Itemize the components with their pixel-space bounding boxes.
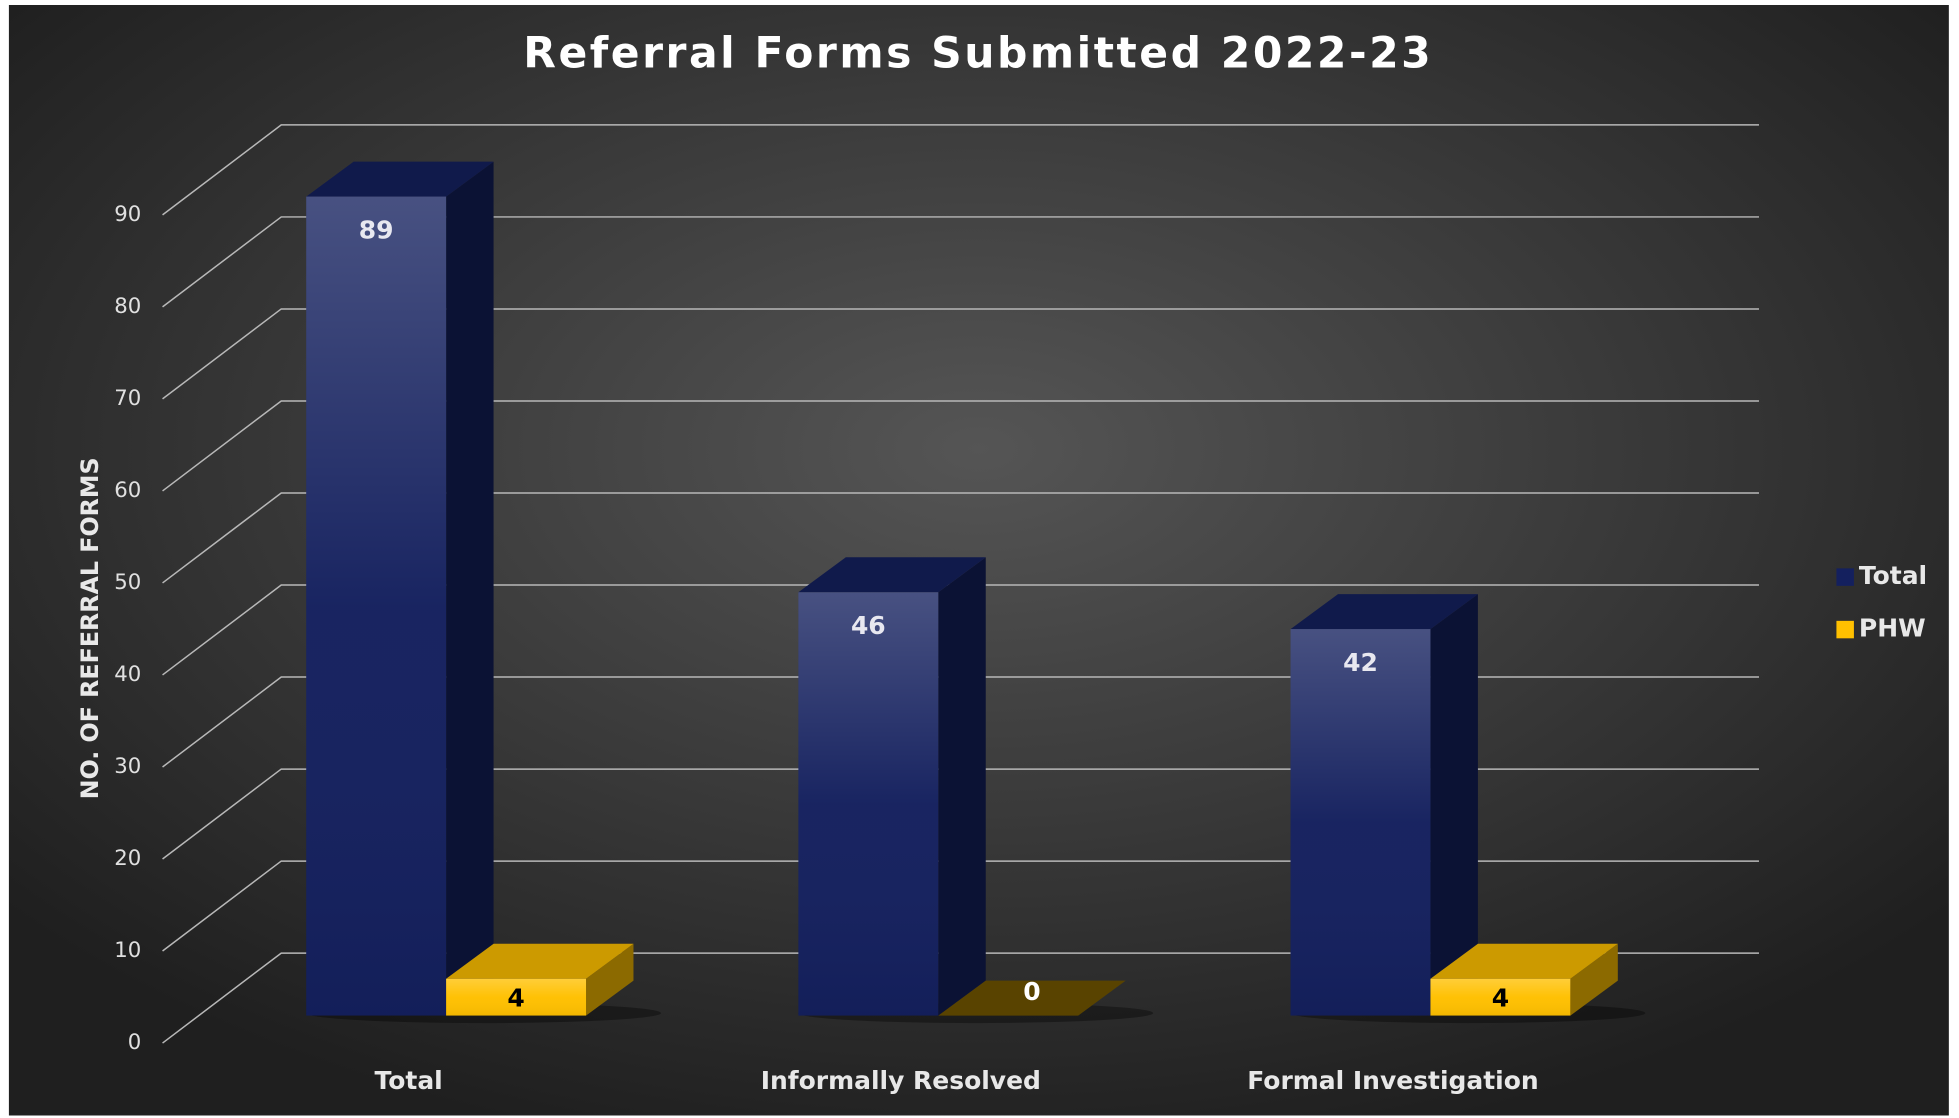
value-label: 42: [1343, 648, 1378, 677]
grid-line: [162, 216, 1759, 308]
legend-swatch: [1836, 620, 1854, 639]
y-tick-label: 80: [114, 294, 141, 319]
value-label: 4: [507, 984, 524, 1013]
x-tick-label: Informally Resolved: [761, 1066, 1041, 1095]
chart-title: Referral Forms Submitted 2022-23: [523, 30, 1433, 79]
bar-top: [306, 161, 494, 197]
legend-swatch: [1836, 568, 1854, 586]
grid-line: [162, 492, 1759, 584]
grid-line: [162, 768, 1759, 860]
y-tick-label: 0: [128, 1030, 142, 1055]
legend-label: PHW: [1859, 614, 1926, 643]
value-label: 46: [851, 611, 886, 640]
bar-top: [938, 980, 1126, 1016]
bar-shading: [1430, 978, 1571, 1016]
y-tick-label: 30: [114, 754, 141, 779]
grid-line: [162, 860, 1759, 952]
bar-side: [1570, 943, 1618, 1016]
x-tick-label: Total: [375, 1066, 443, 1095]
bar-top: [1430, 943, 1618, 979]
grid-line: [162, 124, 1759, 216]
y-tick-label: 10: [114, 938, 141, 963]
y-tick-label: 20: [114, 846, 141, 871]
y-tick-label: 70: [114, 386, 141, 411]
bar-side: [1430, 594, 1478, 1016]
value-label: 4: [1492, 984, 1509, 1013]
x-tick-label: Formal Investigation: [1247, 1066, 1538, 1095]
y-axis-title: NO. OF REFERRAL FORMS: [76, 457, 104, 799]
grid-line: [162, 676, 1759, 768]
bar-top: [798, 557, 986, 593]
grid-line: [162, 584, 1759, 676]
bar-shading: [446, 978, 587, 1016]
bar-side: [938, 557, 986, 1016]
bar-side: [586, 943, 634, 1016]
y-tick-label: 60: [114, 478, 141, 503]
bar-top: [446, 943, 634, 979]
grid-line: [162, 308, 1759, 400]
bar-shading: [1290, 629, 1431, 1016]
bar-shading: [306, 196, 447, 1016]
grid-line: [162, 400, 1759, 492]
bar-side: [446, 161, 494, 1016]
grid-line: [162, 952, 1759, 1044]
legend-label: Total: [1859, 561, 1927, 590]
bar-shading: [798, 592, 939, 1016]
value-label: 0: [1023, 977, 1040, 1006]
y-tick-label: 50: [114, 570, 141, 595]
value-label: 89: [359, 216, 394, 245]
y-tick-label: 90: [114, 202, 141, 227]
bar-top: [1290, 594, 1478, 630]
y-tick-label: 40: [114, 662, 141, 687]
